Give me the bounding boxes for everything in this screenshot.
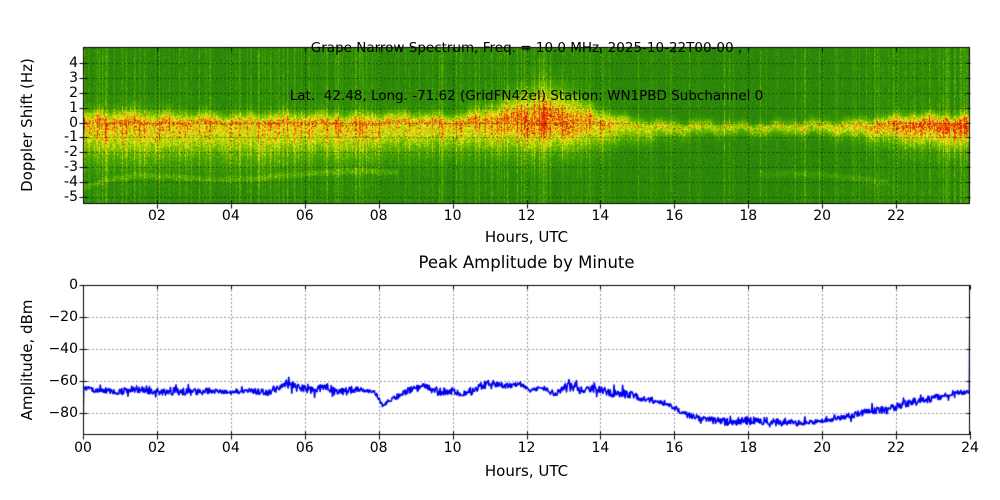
amplitude-y-tick-label: −80	[48, 405, 78, 421]
spectrogram-title: Grape Narrow Spectrum, Freq. = 10.0 MHz,…	[83, 8, 970, 136]
spectrogram-y-tick-label: -1	[64, 129, 78, 146]
spectrogram-x-tick-label: 14	[591, 208, 610, 224]
amplitude-y-tick-label: 0	[69, 277, 78, 293]
spectrogram-x-tick-label: 18	[739, 208, 758, 224]
spectrogram-y-tick-label: -5	[64, 188, 78, 205]
spectrogram-x-tick-label: 22	[887, 208, 905, 224]
amplitude-x-tick-label: 20	[813, 440, 832, 456]
spectrogram-y-axis-label: Doppler Shift (Hz)	[18, 58, 36, 192]
amplitude-y-tick-label: −20	[48, 309, 78, 325]
amplitude-x-tick-label: 12	[517, 440, 536, 456]
spectrogram-title-line2: Lat. 42.48, Long. -71.62 (GridFN42el) St…	[289, 88, 764, 104]
amplitude-x-tick-label: 22	[887, 440, 905, 456]
amplitude-x-tick-label: 06	[295, 440, 314, 456]
spectrogram-y-tick-label: -3	[64, 158, 78, 175]
spectrogram-y-tick-label: 2	[69, 84, 78, 101]
amplitude-x-tick-label: 08	[369, 440, 388, 456]
amplitude-y-axis-label: Amplitude, dBm	[18, 299, 36, 421]
spectrogram-x-tick-label: 12	[517, 208, 536, 224]
spectrogram-x-tick-label: 10	[443, 208, 462, 224]
spectrogram-y-tick-label: 0	[69, 114, 78, 131]
spectrogram-x-tick-label: 04	[221, 208, 240, 224]
amplitude-x-tick-label: 04	[221, 440, 240, 456]
amplitude-x-tick-label: 10	[443, 440, 462, 456]
amplitude-x-tick-label: 18	[739, 440, 758, 456]
amplitude-x-axis-label: Hours, UTC	[484, 462, 569, 480]
spectrogram-y-tick-label: 3	[69, 70, 78, 87]
spectrogram-y-tick-label: -2	[64, 144, 78, 161]
spectrogram-x-tick-label: 08	[369, 208, 388, 224]
spectrogram-y-tick-label: 4	[69, 55, 78, 72]
spectrogram-x-axis-label: Hours, UTC	[484, 228, 569, 246]
spectrogram-y-tick-label: -4	[64, 173, 78, 190]
amplitude-y-tick-label: −60	[48, 373, 78, 389]
amplitude-x-tick-label: 00	[74, 440, 92, 456]
amplitude-x-tick-label: 02	[147, 440, 166, 456]
spectrogram-x-tick-label: 02	[147, 208, 166, 224]
amplitude-y-tick-label: −40	[48, 341, 78, 357]
spectrogram-title-line1: Grape Narrow Spectrum, Freq. = 10.0 MHz,…	[310, 40, 743, 56]
spectrogram-x-tick-label: 16	[665, 208, 684, 224]
amplitude-chart-title: Peak Amplitude by Minute	[418, 253, 635, 272]
amplitude-x-tick-label: 16	[665, 440, 684, 456]
spectrogram-y-tick-label: 1	[69, 99, 78, 116]
spectrogram-x-tick-label: 20	[813, 208, 832, 224]
amplitude-x-tick-label: 24	[961, 440, 979, 456]
amplitude-x-tick-label: 14	[591, 440, 610, 456]
spectrogram-x-tick-label: 06	[295, 208, 314, 224]
